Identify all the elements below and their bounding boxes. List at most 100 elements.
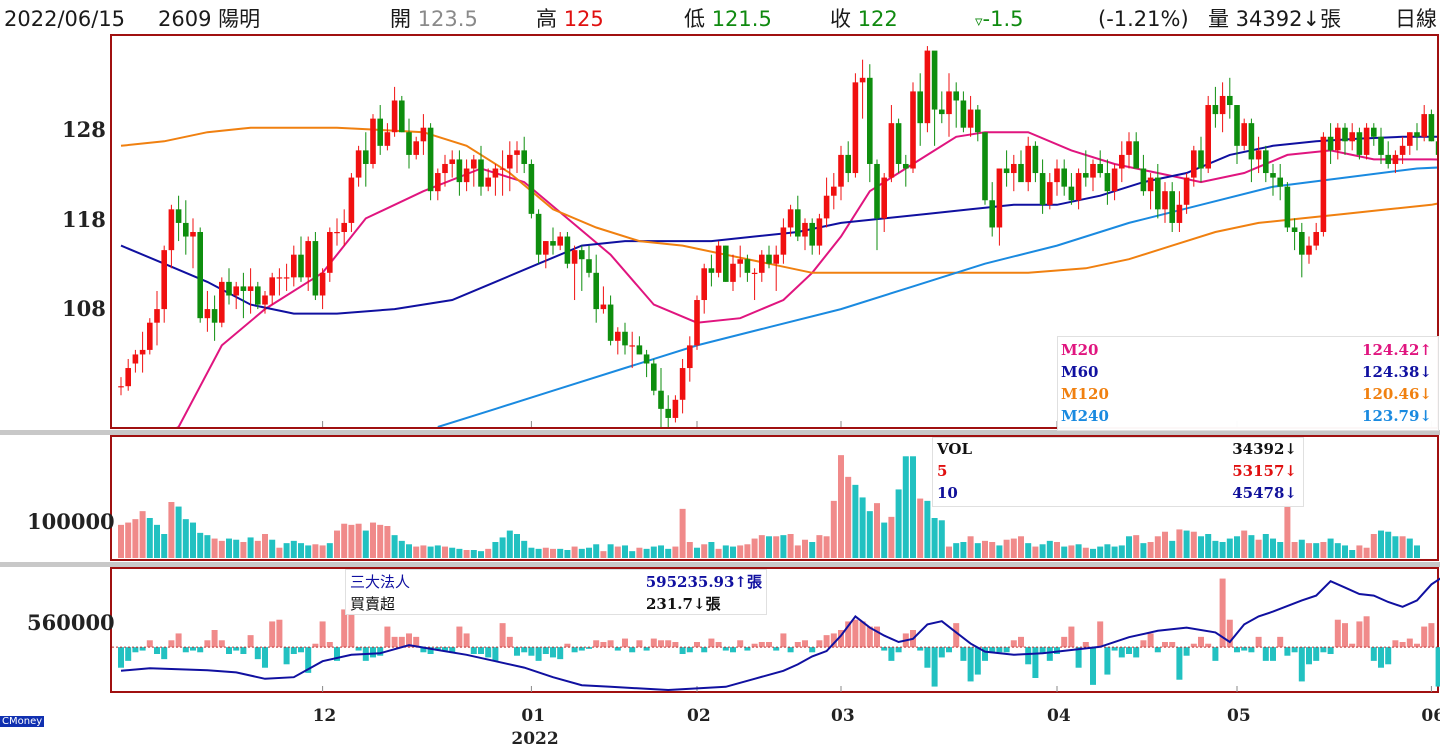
net-buy-bar — [823, 635, 830, 648]
ma-line-m120 — [120, 126, 1437, 274]
net-buy-bar — [1205, 643, 1212, 648]
net-buy-bar — [226, 647, 232, 654]
volume-bar — [708, 542, 715, 558]
net-buy-bar — [1291, 647, 1298, 653]
net-buy-bar — [1219, 578, 1226, 648]
volume-bar — [1018, 536, 1024, 558]
change-value: -1.5 — [982, 7, 1024, 31]
candle-body — [780, 227, 787, 255]
net-buy-bar — [1399, 642, 1406, 648]
candle-body — [989, 200, 995, 228]
volume-bar — [715, 548, 722, 558]
volume-bar — [161, 534, 168, 558]
volume-bar — [1370, 534, 1377, 558]
volume-bar — [1032, 546, 1039, 558]
volume-bar — [535, 548, 542, 558]
candle-body — [305, 241, 311, 278]
volume-bar — [924, 500, 931, 558]
candle-body — [1241, 123, 1247, 146]
candle-body — [1255, 150, 1262, 160]
candle-body — [939, 109, 945, 115]
volume-bar — [838, 455, 844, 558]
candle-body — [399, 100, 405, 133]
net-buy-bar — [1018, 636, 1024, 648]
volume-bar — [701, 544, 708, 558]
institutional-panel — [110, 567, 1439, 693]
legend-m60-name: M60 — [1061, 363, 1099, 381]
candle-body — [521, 150, 527, 164]
net-buy-bar — [470, 647, 477, 654]
candle-body — [1068, 186, 1075, 201]
candle-body — [809, 222, 815, 246]
candle-body — [543, 241, 549, 255]
candle-body — [1047, 182, 1053, 205]
candle-body — [204, 309, 211, 319]
candle-body — [1011, 163, 1017, 174]
volume-bar — [658, 545, 664, 558]
volume-bar — [1046, 540, 1053, 558]
candle-body — [233, 286, 239, 296]
net-buy-bar — [182, 647, 189, 653]
low-value: 121.5 — [711, 7, 772, 31]
high-price: 高 125 — [536, 6, 604, 32]
volume-bar — [1190, 531, 1197, 558]
candle-body — [348, 177, 355, 223]
candle-body — [845, 154, 851, 174]
net-buy-bar — [1003, 647, 1010, 653]
candle-body — [996, 168, 1003, 228]
candle-body — [420, 127, 427, 142]
candle-body — [672, 399, 679, 418]
month-label: 05 — [1227, 706, 1251, 726]
volume-bar — [254, 540, 261, 558]
net-buy-bar — [283, 647, 290, 665]
candle-body — [1248, 123, 1255, 160]
net-buy-bar — [1140, 640, 1147, 648]
ma-legend: M20 124.42↑ M60 124.38↓ M120 120.46↓ M24… — [1057, 336, 1439, 431]
net-buy-bar — [643, 647, 650, 651]
candle-body — [528, 163, 535, 214]
volume-bar — [1126, 536, 1132, 558]
volume-bar — [1219, 542, 1226, 558]
net-buy-bar — [1154, 647, 1161, 653]
net-buy-bar — [175, 633, 182, 648]
volume-bar — [1162, 531, 1168, 558]
net-buy-bar — [708, 638, 715, 648]
candle-body — [1097, 163, 1103, 174]
volume-bar — [542, 547, 549, 558]
candle-body — [1378, 136, 1384, 155]
volume-bar — [996, 545, 1003, 558]
candle-body — [298, 254, 304, 278]
net-buy-bar — [1075, 647, 1082, 668]
net-buy-bar — [521, 647, 528, 653]
net-buy-bar — [715, 642, 722, 648]
candle-body — [413, 141, 419, 155]
volume-bar — [391, 535, 398, 558]
net-buy-bar — [341, 609, 348, 648]
volume-bar — [1003, 539, 1010, 558]
legend-m120-name: M120 — [1061, 385, 1109, 403]
price-tick-118: 118 — [62, 207, 106, 232]
volume-bar — [1025, 543, 1032, 558]
net-buy-bar — [672, 642, 679, 648]
candle-body — [211, 309, 218, 323]
month-label: 01 — [521, 706, 546, 726]
net-buy-bar — [917, 647, 924, 651]
net-buy-bar — [1320, 647, 1327, 653]
candle-body — [449, 159, 455, 164]
candle-body — [1126, 141, 1132, 155]
volume-bar — [1334, 543, 1341, 558]
net-buy-bar — [485, 647, 492, 658]
candle-body — [355, 150, 362, 178]
volume-bar — [499, 537, 506, 558]
month-label: 12 — [312, 706, 337, 726]
period-tab[interactable]: 日線 — [1395, 7, 1437, 31]
candle-body — [802, 222, 808, 237]
candle-body — [823, 195, 830, 219]
volume-bar — [528, 547, 535, 558]
volume-bar — [276, 547, 283, 558]
net-buy-bar — [737, 640, 744, 648]
volume-bar — [1291, 542, 1298, 558]
net-buy-bar — [355, 647, 362, 651]
net-buy-bar — [1010, 640, 1017, 648]
